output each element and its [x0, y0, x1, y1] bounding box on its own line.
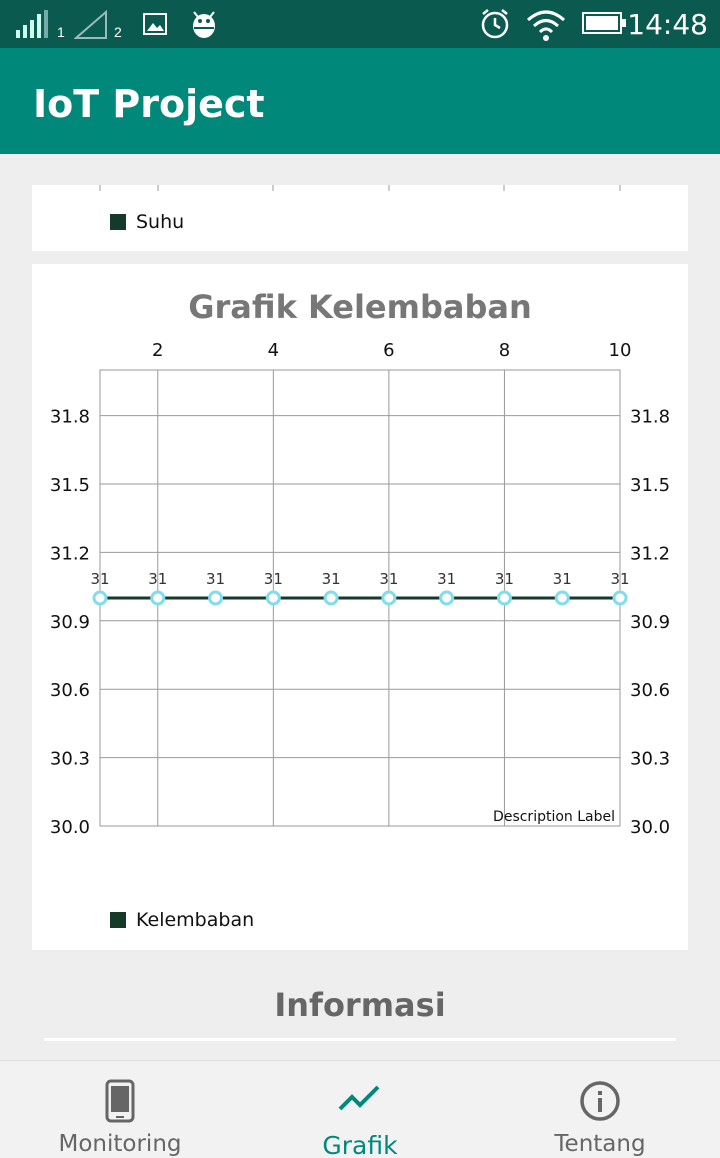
info-title: Informasi [274, 986, 446, 1024]
data-label: 31 [264, 570, 283, 588]
data-point [439, 590, 455, 606]
y-tick-label-left: 30.0 [50, 817, 90, 838]
suhu-chart-card: Suhu [32, 185, 688, 251]
data-label: 31 [379, 570, 398, 588]
x-tick-label: 2 [152, 340, 163, 361]
alarm-icon [481, 9, 509, 39]
bottom-navigation: Monitoring Grafik Tentang [0, 1060, 720, 1158]
info-divider [44, 1038, 676, 1041]
suhu-legend: Suhu [110, 211, 184, 233]
x-tick-label: 6 [383, 340, 394, 361]
wifi-icon [527, 10, 565, 41]
y-tick-label-left: 31.2 [50, 543, 90, 564]
data-point [208, 590, 224, 606]
kelembaban-legend: Kelembaban [110, 909, 254, 931]
data-point [496, 590, 512, 606]
chart-line-icon [240, 1079, 480, 1125]
y-tick-label-right: 30.3 [630, 749, 670, 770]
data-point [92, 590, 108, 606]
data-point [381, 590, 397, 606]
data-point [150, 590, 166, 606]
y-tick-label-right: 31.5 [630, 475, 670, 496]
kelembaban-chart[interactable]: 2 4 6 8 10 30.0 30.0 30.3 30.3 30.6 30.6 30.9 30.9 31… [32, 324, 688, 884]
data-label: 31 [437, 570, 456, 588]
suhu-legend-label: Suhu [136, 211, 185, 233]
y-tick-label-left: 30.9 [50, 612, 90, 633]
data-label: 31 [90, 570, 109, 588]
legend-swatch [110, 912, 126, 928]
status-bar: 1 2 14:48 [0, 0, 720, 48]
y-tick-label-left: 30.3 [50, 749, 90, 770]
info-icon [480, 1079, 720, 1125]
phone-icon [0, 1079, 240, 1125]
signal-icon [16, 10, 48, 38]
chart-title: Grafik Kelembaban [188, 288, 532, 326]
data-point [323, 590, 339, 606]
sim1-label: 1 [57, 24, 65, 40]
sim2-label: 2 [114, 24, 122, 40]
signal-empty-icon [74, 10, 107, 39]
status-time: 14:48 [627, 8, 708, 41]
y-tick-label-left: 30.6 [50, 680, 90, 701]
y-tick-label-left: 31.8 [50, 407, 90, 428]
y-tick-label-right: 30.9 [630, 612, 670, 633]
nav-tentang-label: Tentang [554, 1131, 646, 1157]
data-label: 31 [206, 570, 225, 588]
content-scroll[interactable]: Suhu Grafik Kelembaban 2 4 6 8 10 30.0 30.0 30.… [0, 160, 720, 1060]
data-label: 31 [553, 570, 572, 588]
nav-grafik-label: Grafik [322, 1131, 398, 1158]
app-title: IoT Project [33, 82, 265, 126]
app-bar: IoT Project [0, 48, 720, 154]
y-tick-label-right: 30.6 [630, 680, 670, 701]
nav-monitoring-label: Monitoring [58, 1131, 182, 1157]
nav-grafik[interactable]: Grafik [240, 1061, 480, 1158]
nav-monitoring[interactable]: Monitoring [0, 1061, 240, 1158]
x-tick-label: 4 [268, 340, 279, 361]
data-label: 31 [610, 570, 629, 588]
kelembaban-chart-card: Grafik Kelembaban 2 4 6 8 10 30.0 30.0 30.3 30.3… [32, 264, 688, 950]
data-label: 31 [495, 570, 514, 588]
data-label: 31 [322, 570, 341, 588]
android-debug-icon [193, 11, 215, 38]
nav-tentang[interactable]: Tentang [480, 1061, 720, 1158]
data-label: 31 [148, 570, 167, 588]
y-tick-label-right: 30.0 [630, 817, 670, 838]
image-icon [143, 13, 167, 35]
description-label: Description Label [493, 809, 615, 825]
y-tick-label-left: 31.5 [50, 475, 90, 496]
x-tick-label: 10 [609, 340, 632, 361]
data-point [265, 590, 281, 606]
suhu-axis-remnant [99, 185, 621, 191]
y-tick-label-right: 31.2 [630, 543, 670, 564]
battery-icon [582, 12, 626, 34]
data-point [554, 590, 570, 606]
y-tick-label-right: 31.8 [630, 407, 670, 428]
data-point [612, 590, 628, 606]
legend-swatch [110, 214, 126, 230]
kelembaban-legend-label: Kelembaban [136, 909, 255, 931]
x-tick-label: 8 [499, 340, 510, 361]
